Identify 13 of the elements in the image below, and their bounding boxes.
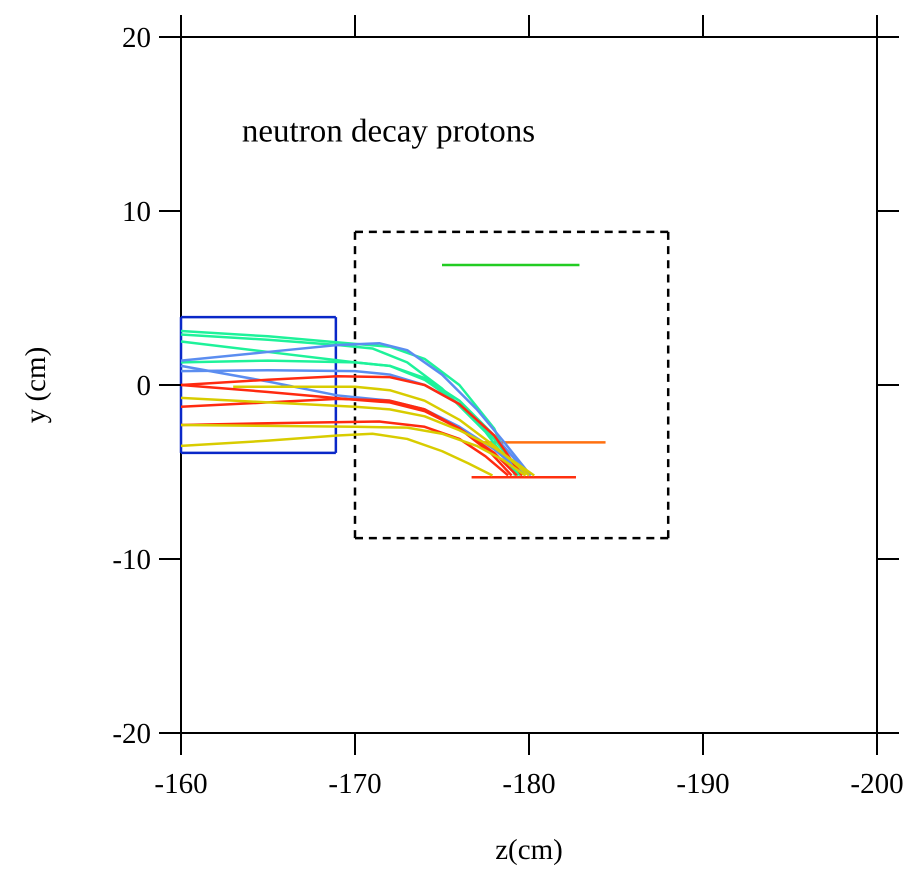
x-tick-label: -180 — [502, 768, 556, 800]
x-tick-label: -160 — [154, 768, 208, 800]
x-tick-label: -170 — [328, 768, 382, 800]
y-axis-title: y (cm) — [20, 346, 52, 424]
x-tick-label: -190 — [676, 768, 730, 800]
y-tick-label: 20 — [122, 22, 151, 54]
y-tick-label: -20 — [112, 718, 151, 750]
x-axis-title: z(cm) — [495, 834, 563, 866]
y-tick-label: -10 — [112, 544, 151, 576]
y-tick-label: 0 — [136, 370, 151, 402]
y-tick-label: 10 — [122, 196, 151, 228]
text: neutron decay protons — [242, 113, 536, 150]
x-tick-label: -200 — [850, 768, 904, 800]
